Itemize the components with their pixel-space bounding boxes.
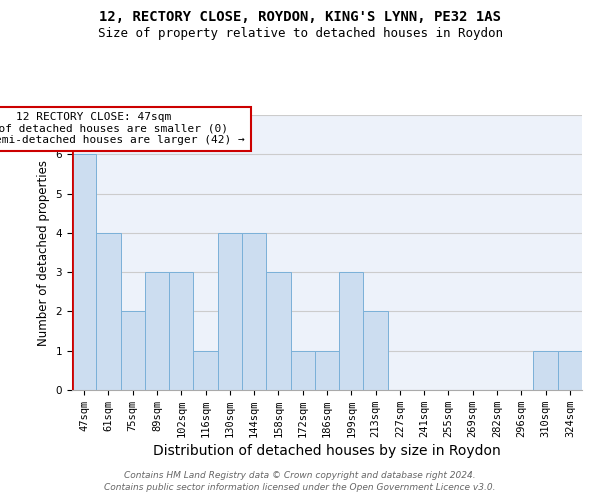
Bar <box>218 233 242 390</box>
Bar <box>290 350 315 390</box>
Bar <box>315 350 339 390</box>
Bar <box>145 272 169 390</box>
Bar <box>266 272 290 390</box>
Bar <box>339 272 364 390</box>
Bar <box>72 154 96 390</box>
Bar <box>242 233 266 390</box>
Bar <box>558 350 582 390</box>
Bar <box>364 312 388 390</box>
Bar <box>121 312 145 390</box>
Bar <box>96 233 121 390</box>
Text: 12 RECTORY CLOSE: 47sqm
← <1% of detached houses are smaller (0)
98% of semi-det: 12 RECTORY CLOSE: 47sqm ← <1% of detache… <box>0 112 245 146</box>
Text: 12, RECTORY CLOSE, ROYDON, KING'S LYNN, PE32 1AS: 12, RECTORY CLOSE, ROYDON, KING'S LYNN, … <box>99 10 501 24</box>
X-axis label: Distribution of detached houses by size in Roydon: Distribution of detached houses by size … <box>153 444 501 458</box>
Y-axis label: Number of detached properties: Number of detached properties <box>37 160 50 346</box>
Bar <box>533 350 558 390</box>
Text: Size of property relative to detached houses in Roydon: Size of property relative to detached ho… <box>97 28 503 40</box>
Bar <box>193 350 218 390</box>
Text: Contains public sector information licensed under the Open Government Licence v3: Contains public sector information licen… <box>104 484 496 492</box>
Bar <box>169 272 193 390</box>
Text: Contains HM Land Registry data © Crown copyright and database right 2024.: Contains HM Land Registry data © Crown c… <box>124 471 476 480</box>
